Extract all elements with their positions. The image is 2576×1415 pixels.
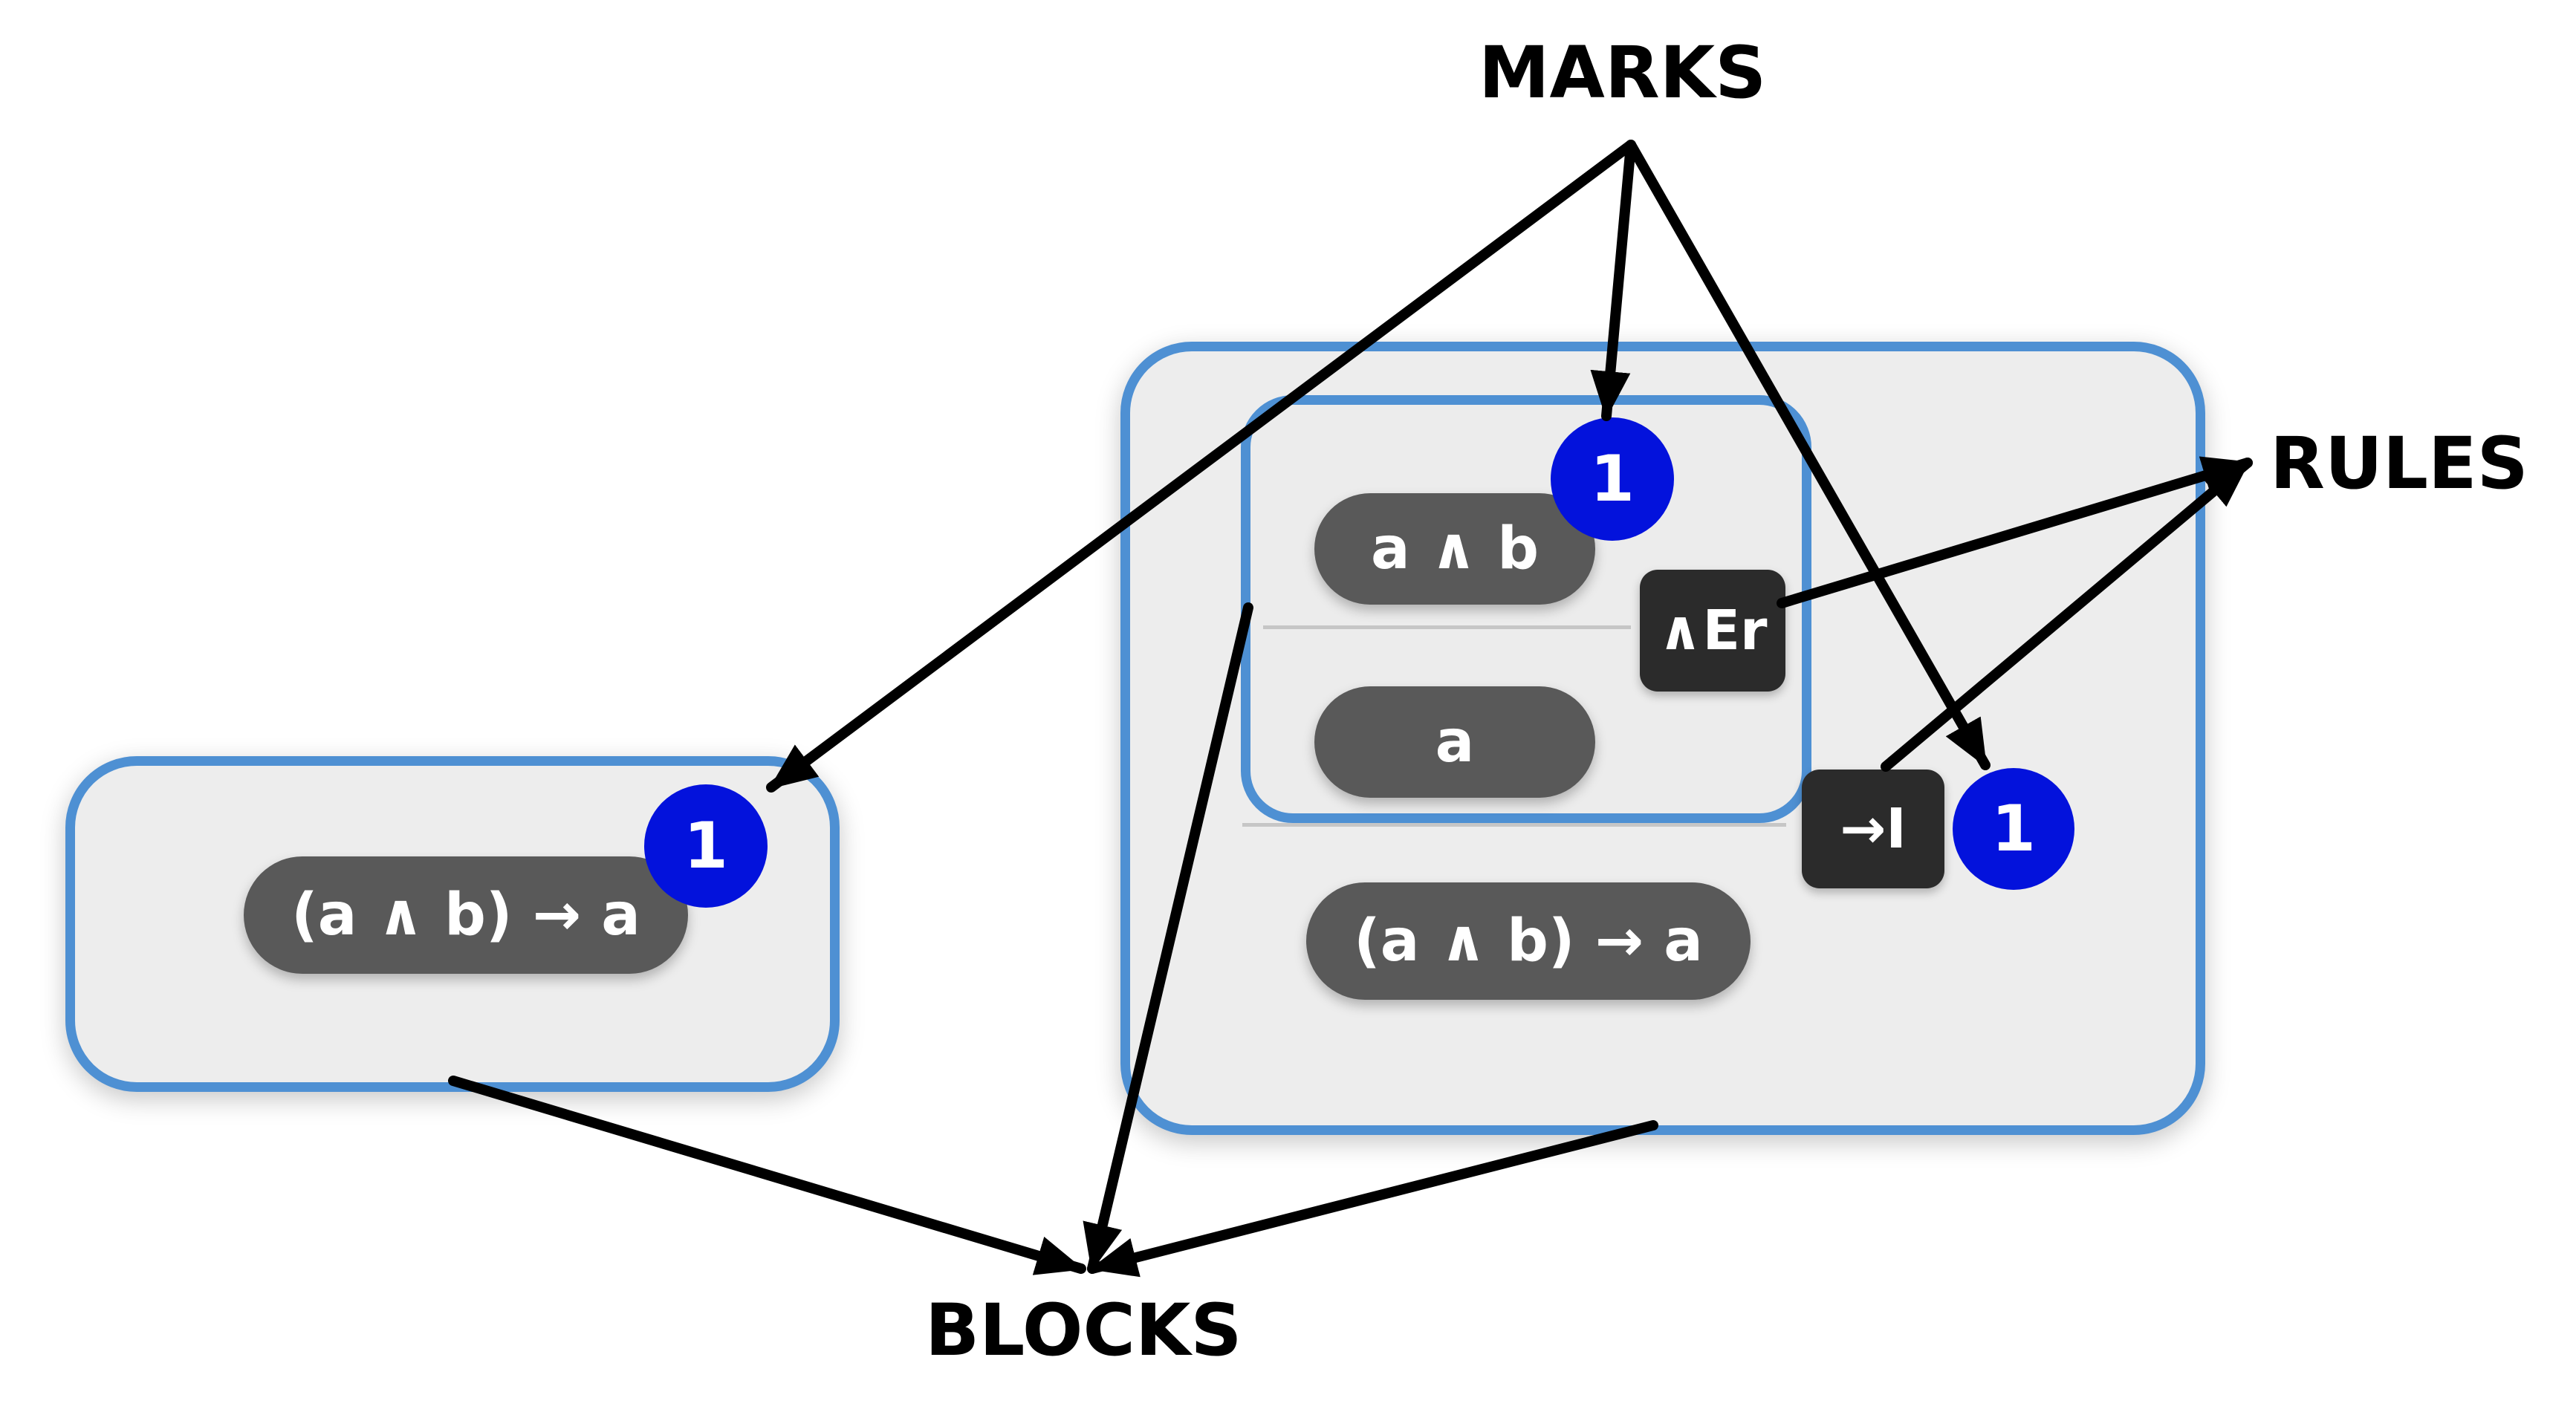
- blocks-arrow-from-inner-block: [1083, 602, 1253, 1274]
- left-formula-pill: (a ∧ b) → a: [244, 856, 688, 974]
- inner-conclusion-pill: a: [1314, 686, 1595, 798]
- rules-arrow-to-imp-intro: [1881, 458, 2253, 772]
- inner-mark-badge: 1: [1551, 417, 1674, 541]
- outer-divider-line: [1242, 823, 1786, 827]
- blocks-arrow-from-outer-block: [1087, 1120, 1658, 1278]
- marks-label: MARKS: [1479, 31, 1767, 114]
- blocks-arrow-from-left-block: [448, 1076, 1086, 1275]
- rules-label: RULES: [2270, 422, 2528, 505]
- imp-intro-rule-box: →I: [1802, 770, 1944, 888]
- and-elim-right-rule-box: ∧Er: [1640, 570, 1785, 692]
- blocks-label: BLOCKS: [925, 1289, 1242, 1372]
- inner-divider-line: [1263, 625, 1631, 629]
- outer-conclusion-pill: (a ∧ b) → a: [1306, 882, 1751, 1000]
- left-mark-badge: 1: [644, 784, 768, 908]
- inner-premise-pill: a ∧ b: [1314, 493, 1595, 605]
- marks-arrow-to-inner-mark: [1590, 140, 1636, 421]
- rules-arrow-to-and-elim: [1777, 456, 2253, 608]
- marks-arrow-to-left-mark: [766, 140, 1636, 793]
- outer-mark-badge: 1: [1953, 768, 2074, 890]
- marks-arrow-to-outer-mark: [1626, 140, 1991, 770]
